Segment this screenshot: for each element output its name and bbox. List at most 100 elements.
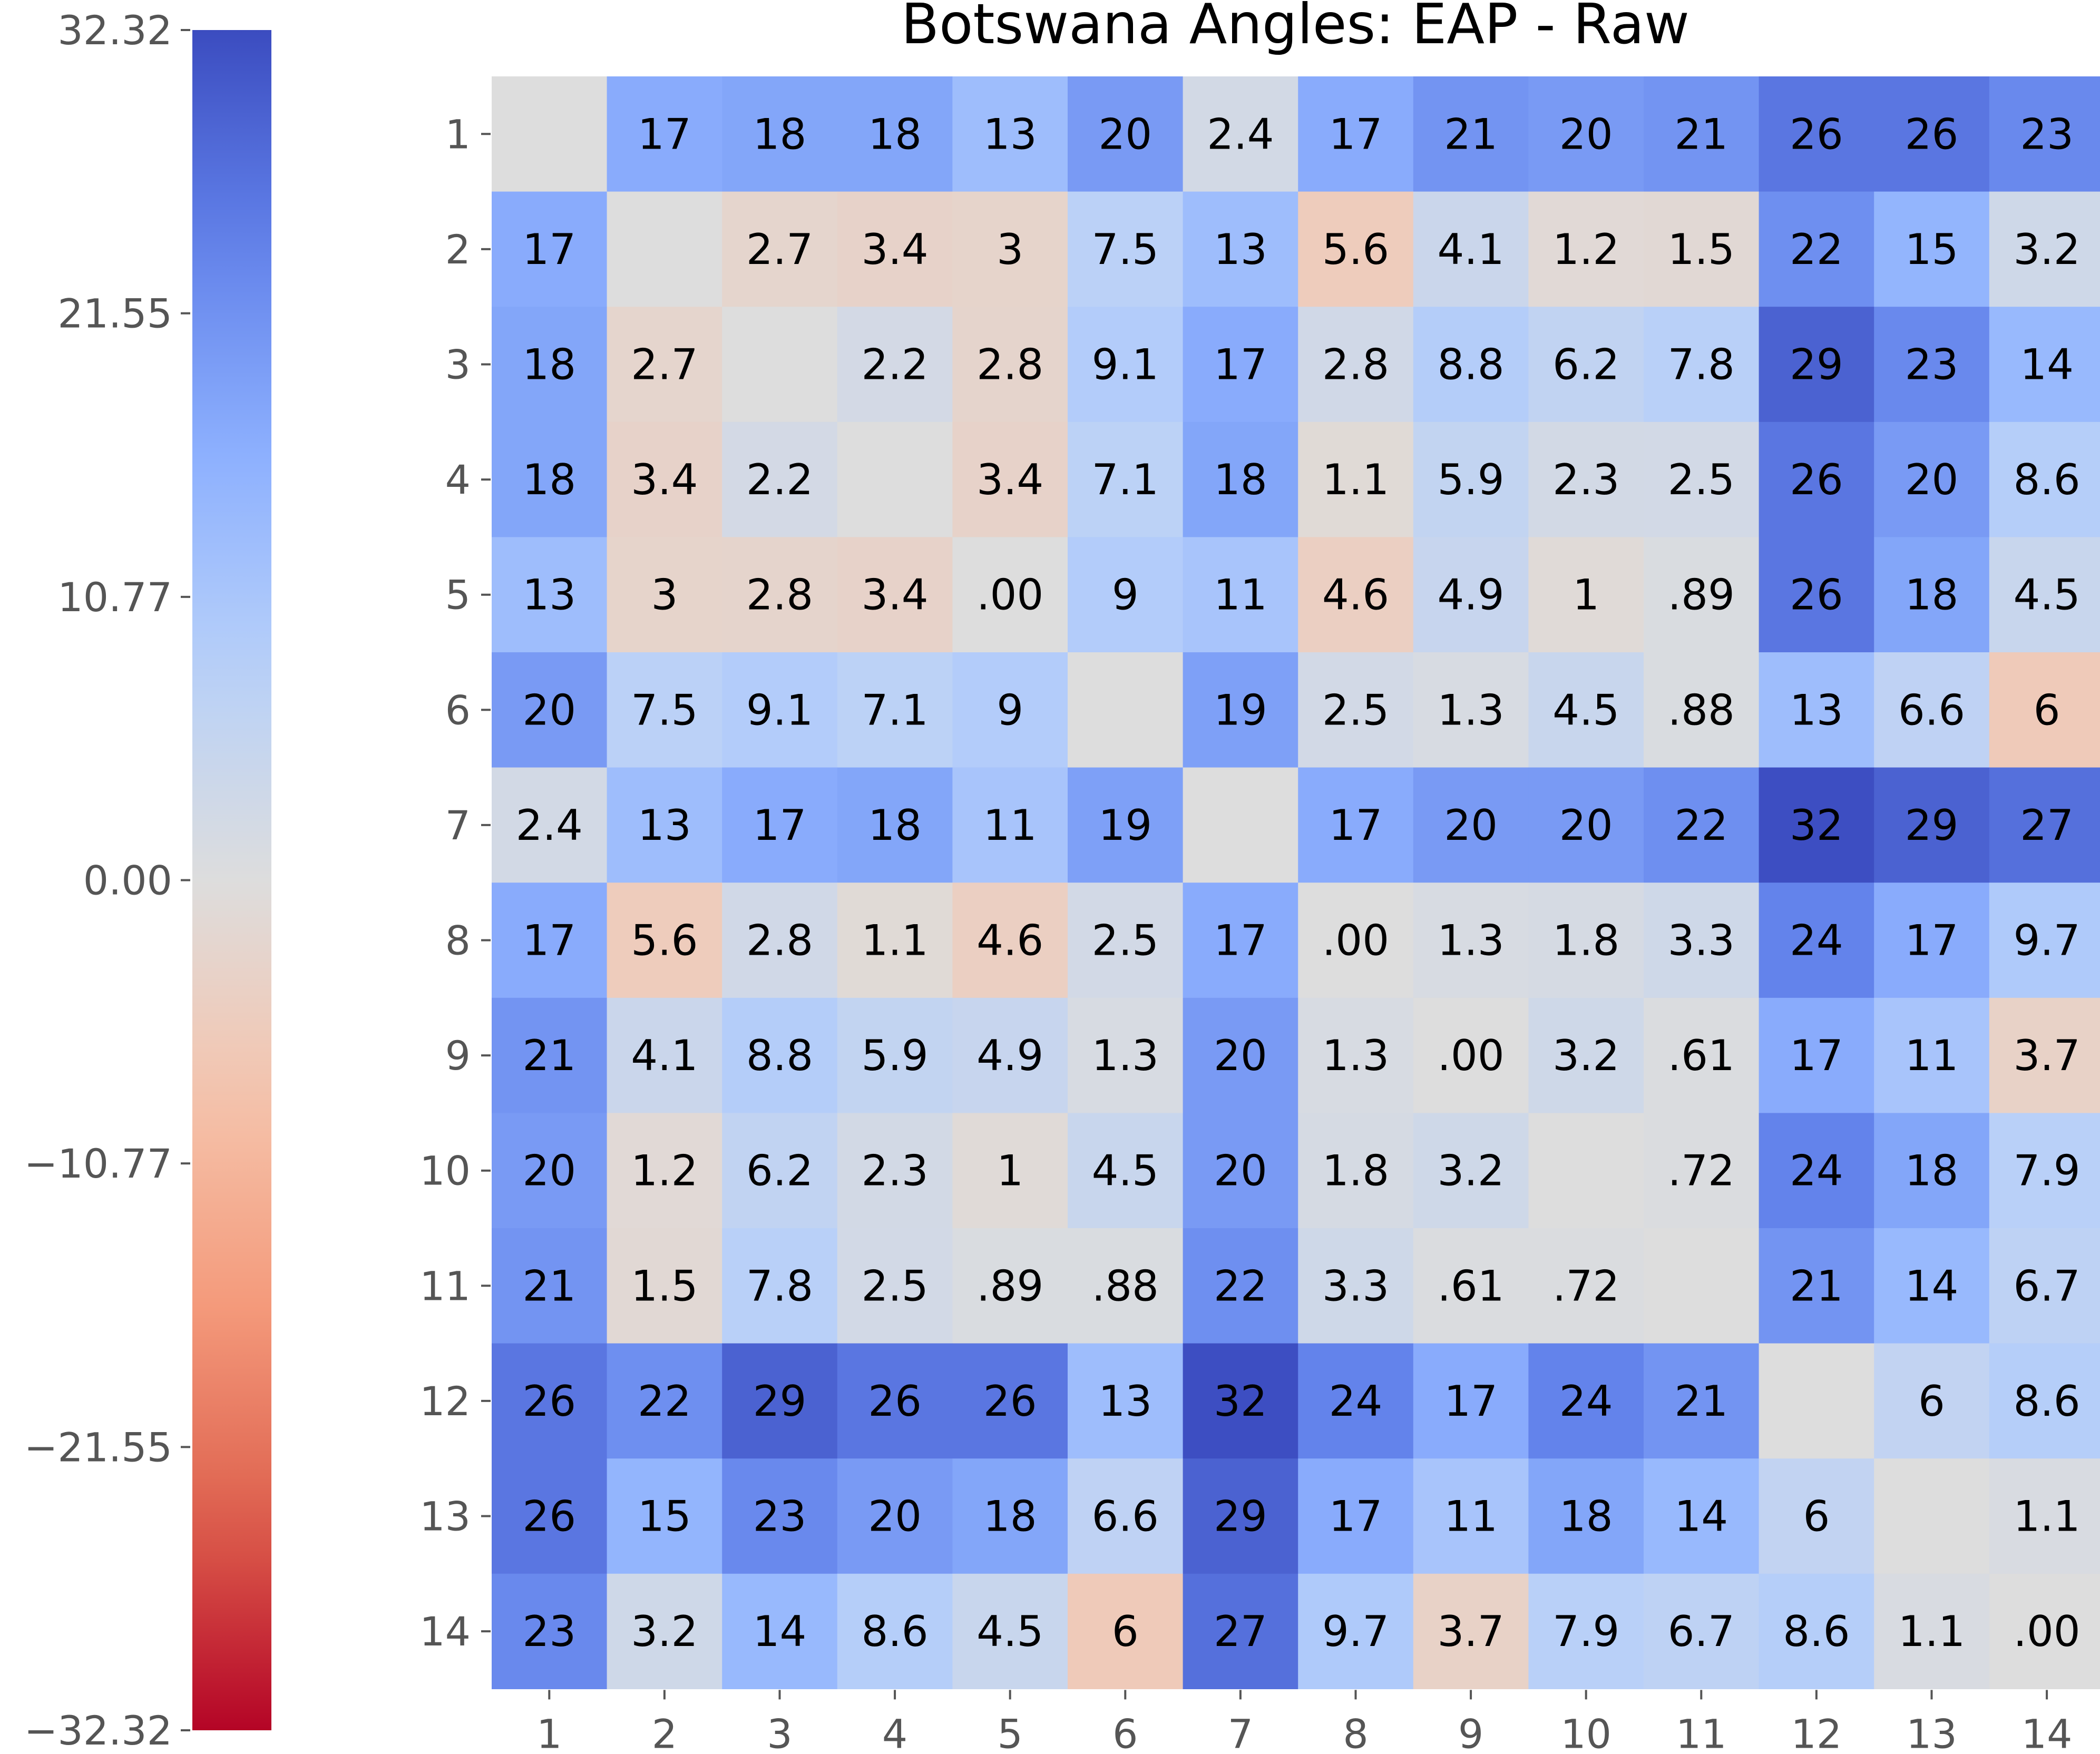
heatmap-cell — [1874, 422, 1990, 537]
cell-value-label: 24 — [1790, 1147, 1843, 1196]
heatmap-cell — [1183, 191, 1298, 307]
heatmap-cell — [1759, 1343, 1874, 1459]
y-tick-label: 3 — [445, 341, 471, 388]
cell-value-label: 20 — [1905, 455, 1959, 504]
cell-value-label: 3.4 — [631, 455, 698, 504]
heatmap-cell — [1644, 422, 1760, 537]
cell-value-label: 29 — [1905, 801, 1959, 850]
heatmap-cell — [1759, 76, 1874, 192]
heatmap-cell — [837, 76, 953, 192]
heatmap-cell — [722, 652, 838, 768]
cell-value-label: 18 — [753, 110, 807, 159]
y-tick-label: 1 — [445, 111, 471, 158]
heatmap-cell — [1644, 1573, 1760, 1689]
heatmap-cell — [1759, 883, 1874, 998]
cell-value-label: .88 — [1092, 1261, 1159, 1310]
heatmap-cell — [1759, 191, 1874, 307]
cell-value-label: 1.1 — [2013, 1492, 2080, 1541]
y-tick-label: 11 — [419, 1262, 471, 1309]
heatmap-cell — [1989, 191, 2100, 307]
cell-value-label: 5.9 — [1437, 455, 1504, 504]
heatmap-cell — [1183, 1113, 1298, 1229]
heatmap-cell — [1413, 422, 1529, 537]
heatmap-cell — [1183, 76, 1298, 192]
heatmap-cell — [1989, 1343, 2100, 1459]
heatmap-cell — [722, 76, 838, 192]
cell-value-label: .00 — [1437, 1031, 1504, 1080]
cell-value-label: 9 — [997, 685, 1023, 734]
cell-value-label: 1.3 — [1437, 685, 1504, 734]
cell-value-label: 7.9 — [2013, 1147, 2080, 1196]
cell-value-label: 3.3 — [1668, 916, 1735, 965]
heatmap-cell — [1068, 1228, 1184, 1344]
heatmap-cell — [837, 1228, 953, 1344]
heatmap-cell — [1644, 1458, 1760, 1574]
heatmap-cell — [1183, 537, 1298, 653]
y-tick-label: 7 — [445, 802, 471, 849]
cell-value-label: 2.3 — [1552, 455, 1619, 504]
heatmap-cell — [952, 191, 1068, 307]
cell-value-label: 2.4 — [1207, 110, 1274, 159]
heatmap-cell — [1298, 1573, 1414, 1689]
cell-value-label: 29 — [1214, 1492, 1267, 1541]
heatmap-cell — [1528, 997, 1644, 1113]
cell-value-label: 18 — [522, 455, 576, 504]
cell-value-label: 6.6 — [1092, 1492, 1159, 1541]
heatmap-cell — [1874, 191, 1990, 307]
heatmap-cell — [837, 1458, 953, 1574]
cell-value-label: 2.8 — [746, 571, 813, 620]
heatmap-cell — [1989, 1228, 2100, 1344]
heatmap-cell — [1068, 1113, 1184, 1229]
y-tick-label: 12 — [419, 1378, 471, 1425]
heatmap-cell — [1989, 307, 2100, 423]
cell-value-label: 9.7 — [1322, 1607, 1389, 1656]
cell-value-label: 17 — [1329, 110, 1383, 159]
cell-value-label: 17 — [1214, 340, 1267, 389]
cell-value-label: 3.2 — [1552, 1031, 1619, 1080]
cell-value-label: 7.5 — [631, 685, 698, 734]
heatmap-cell — [1989, 883, 2100, 998]
heatmap-cell — [1183, 1573, 1298, 1689]
cell-value-label: 17 — [1905, 916, 1959, 965]
x-tick-label: 1 — [536, 1710, 562, 1752]
cell-value-label: 3.7 — [2013, 1031, 2080, 1080]
y-tick-label: 13 — [419, 1493, 471, 1540]
cell-value-label: 20 — [1559, 801, 1613, 850]
cell-value-label: 13 — [983, 110, 1037, 159]
cell-value-label: 26 — [1790, 110, 1843, 159]
heatmap-cell — [607, 76, 722, 192]
cell-value-label: 20 — [522, 1147, 576, 1196]
cell-value-label: 8.6 — [1783, 1607, 1850, 1656]
cell-value-label: 2.4 — [516, 801, 583, 850]
cell-value-label: 22 — [638, 1377, 691, 1426]
cell-value-label: 13 — [522, 571, 576, 620]
cell-value-label: 3.2 — [1437, 1147, 1504, 1196]
cell-value-label: 4.1 — [1437, 225, 1504, 274]
x-tick-label: 5 — [998, 1710, 1023, 1752]
cell-value-label: 20 — [1098, 110, 1152, 159]
cell-value-label: 6.6 — [1898, 685, 1965, 734]
cell-value-label: 26 — [522, 1377, 576, 1426]
heatmap-cell — [1068, 307, 1184, 423]
heatmap-cell — [1068, 1343, 1184, 1459]
heatmap-cell — [1528, 1343, 1644, 1459]
heatmap-cell — [1068, 537, 1184, 653]
cell-value-label: 4.6 — [976, 916, 1043, 965]
heatmap-cell — [1644, 1343, 1760, 1459]
heatmap-cell — [722, 1573, 838, 1689]
cell-value-label: 11 — [1214, 571, 1267, 620]
cell-value-label: 22 — [1790, 225, 1843, 274]
heatmap-cell — [607, 537, 722, 653]
cell-value-label: 20 — [522, 685, 576, 734]
heatmap-cell — [1759, 422, 1874, 537]
cell-value-label: 14 — [1674, 1492, 1728, 1541]
cell-value-label: 2.7 — [631, 340, 698, 389]
cell-value-label: 4.5 — [1552, 685, 1619, 734]
heatmap-cell — [722, 307, 838, 423]
cell-value-label: 21 — [522, 1261, 576, 1310]
heatmap-cell — [1528, 422, 1644, 537]
heatmap-cell — [1298, 1113, 1414, 1229]
cell-value-label: 18 — [1905, 571, 1959, 620]
cell-value-label: 18 — [868, 110, 922, 159]
heatmap-cell — [1644, 1228, 1760, 1344]
